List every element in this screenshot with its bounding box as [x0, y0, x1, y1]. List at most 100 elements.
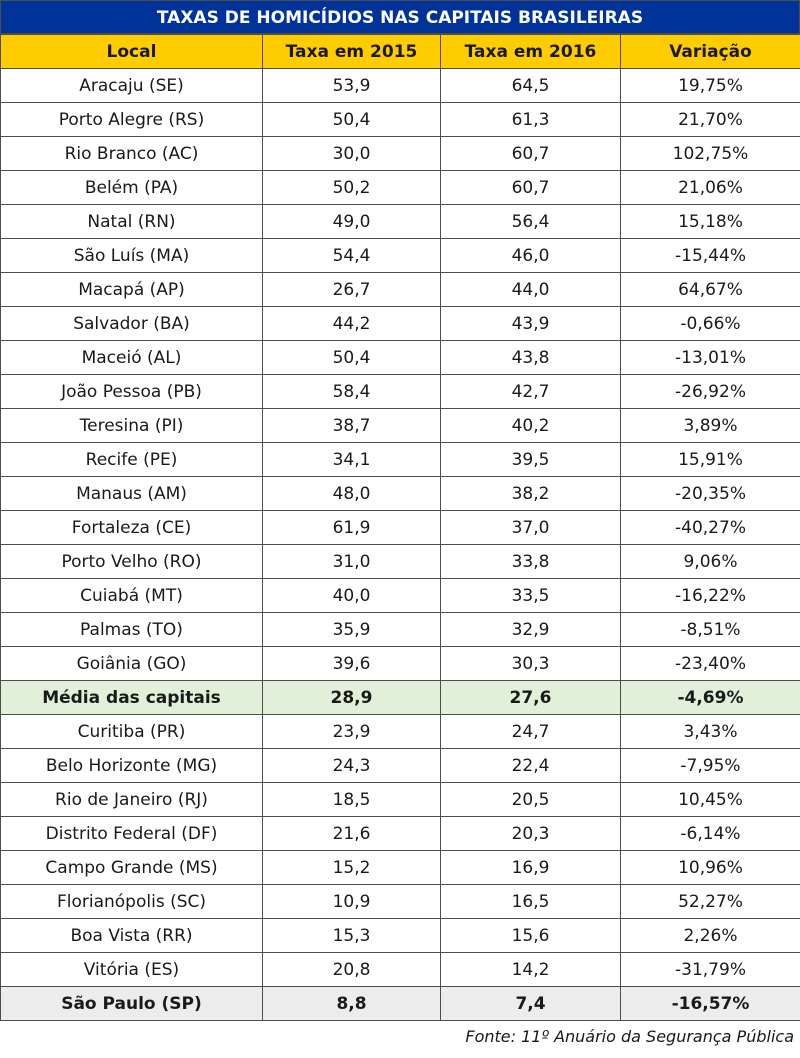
cell-rate-2015: 30,0 [262, 136, 441, 171]
cell-local: Goiânia (GO) [0, 646, 263, 681]
cell-rate-2015: 54,4 [262, 238, 441, 273]
cell-variation: -40,27% [620, 510, 800, 545]
cell-rate-2016: 24,7 [440, 714, 621, 749]
table-row: Média das capitais 28,9 27,6 -4,69% [0, 680, 800, 715]
cell-local: Manaus (AM) [0, 476, 263, 511]
table-row: Rio de Janeiro (RJ) 18,5 20,5 10,45% [0, 782, 800, 817]
cell-variation: 15,91% [620, 442, 800, 477]
source-note: Fonte: 11º Anuário da Segurança Pública [465, 1027, 794, 1046]
cell-variation: -6,14% [620, 816, 800, 851]
table-row: Campo Grande (MS) 15,2 16,9 10,96% [0, 850, 800, 885]
table-row: Fortaleza (CE) 61,9 37,0 -40,27% [0, 510, 800, 545]
cell-rate-2015: 21,6 [262, 816, 441, 851]
cell-local: Maceió (AL) [0, 340, 263, 375]
cell-rate-2015: 15,2 [262, 850, 441, 885]
table-row: João Pessoa (PB) 58,4 42,7 -26,92% [0, 374, 800, 409]
cell-variation: 102,75% [620, 136, 800, 171]
table-row: Distrito Federal (DF) 21,6 20,3 -6,14% [0, 816, 800, 851]
header-rate-2015: Taxa em 2015 [262, 34, 441, 69]
cell-variation: -8,51% [620, 612, 800, 647]
cell-local: São Luís (MA) [0, 238, 263, 273]
table-row: Salvador (BA) 44,2 43,9 -0,66% [0, 306, 800, 341]
cell-local: Média das capitais [0, 680, 263, 715]
cell-variation: -16,22% [620, 578, 800, 613]
header-variation: Variação [620, 34, 800, 69]
cell-variation: -15,44% [620, 238, 800, 273]
cell-variation: -4,69% [620, 680, 800, 715]
cell-rate-2015: 28,9 [262, 680, 441, 715]
cell-local: Rio Branco (AC) [0, 136, 263, 171]
table-row: Cuiabá (MT) 40,0 33,5 -16,22% [0, 578, 800, 613]
cell-rate-2015: 58,4 [262, 374, 441, 409]
table-row: Aracaju (SE) 53,9 64,5 19,75% [0, 68, 800, 103]
cell-rate-2016: 64,5 [440, 68, 621, 103]
cell-rate-2016: 61,3 [440, 102, 621, 137]
table-row: São Luís (MA) 54,4 46,0 -15,44% [0, 238, 800, 273]
table-row: Belo Horizonte (MG) 24,3 22,4 -7,95% [0, 748, 800, 783]
cell-rate-2016: 22,4 [440, 748, 621, 783]
cell-rate-2015: 50,4 [262, 340, 441, 375]
cell-rate-2016: 43,8 [440, 340, 621, 375]
cell-rate-2016: 7,4 [440, 986, 621, 1021]
cell-variation: 9,06% [620, 544, 800, 579]
cell-rate-2016: 56,4 [440, 204, 621, 239]
cell-rate-2016: 15,6 [440, 918, 621, 953]
cell-rate-2015: 10,9 [262, 884, 441, 919]
table-row: São Paulo (SP) 8,8 7,4 -16,57% [0, 986, 800, 1021]
cell-local: Campo Grande (MS) [0, 850, 263, 885]
cell-variation: -31,79% [620, 952, 800, 987]
cell-rate-2015: 34,1 [262, 442, 441, 477]
cell-rate-2015: 38,7 [262, 408, 441, 443]
cell-variation: 21,70% [620, 102, 800, 137]
cell-local: Cuiabá (MT) [0, 578, 263, 613]
cell-rate-2016: 27,6 [440, 680, 621, 715]
cell-rate-2015: 44,2 [262, 306, 441, 341]
cell-local: Belo Horizonte (MG) [0, 748, 263, 783]
cell-local: Curitiba (PR) [0, 714, 263, 749]
cell-variation: -7,95% [620, 748, 800, 783]
cell-local: Boa Vista (RR) [0, 918, 263, 953]
table-row: Maceió (AL) 50,4 43,8 -13,01% [0, 340, 800, 375]
table-row: Belém (PA) 50,2 60,7 21,06% [0, 170, 800, 205]
cell-rate-2016: 46,0 [440, 238, 621, 273]
cell-rate-2015: 48,0 [262, 476, 441, 511]
table-row: Macapá (AP) 26,7 44,0 64,67% [0, 272, 800, 307]
table-row: Teresina (PI) 38,7 40,2 3,89% [0, 408, 800, 443]
cell-rate-2015: 49,0 [262, 204, 441, 239]
cell-rate-2015: 61,9 [262, 510, 441, 545]
cell-local: Fortaleza (CE) [0, 510, 263, 545]
cell-local: Recife (PE) [0, 442, 263, 477]
table-row: Rio Branco (AC) 30,0 60,7 102,75% [0, 136, 800, 171]
table-body: Aracaju (SE) 53,9 64,5 19,75% Porto Alegre (… [0, 68, 800, 1021]
cell-variation: -26,92% [620, 374, 800, 409]
cell-variation: 2,26% [620, 918, 800, 953]
cell-rate-2016: 44,0 [440, 272, 621, 307]
cell-variation: 52,27% [620, 884, 800, 919]
cell-local: Distrito Federal (DF) [0, 816, 263, 851]
cell-rate-2015: 23,9 [262, 714, 441, 749]
table-row: Porto Alegre (RS) 50,4 61,3 21,70% [0, 102, 800, 137]
cell-local: Vitória (ES) [0, 952, 263, 987]
cell-rate-2016: 14,2 [440, 952, 621, 987]
table-row: Manaus (AM) 48,0 38,2 -20,35% [0, 476, 800, 511]
cell-local: Aracaju (SE) [0, 68, 263, 103]
cell-rate-2016: 20,3 [440, 816, 621, 851]
cell-rate-2015: 35,9 [262, 612, 441, 647]
cell-local: Porto Alegre (RS) [0, 102, 263, 137]
table-row: Porto Velho (RO) 31,0 33,8 9,06% [0, 544, 800, 579]
cell-rate-2015: 8,8 [262, 986, 441, 1021]
cell-local: Belém (PA) [0, 170, 263, 205]
cell-rate-2015: 50,4 [262, 102, 441, 137]
cell-variation: 3,89% [620, 408, 800, 443]
cell-rate-2016: 40,2 [440, 408, 621, 443]
cell-rate-2015: 26,7 [262, 272, 441, 307]
cell-rate-2015: 40,0 [262, 578, 441, 613]
cell-local: Florianópolis (SC) [0, 884, 263, 919]
table-row: Boa Vista (RR) 15,3 15,6 2,26% [0, 918, 800, 953]
cell-rate-2015: 50,2 [262, 170, 441, 205]
cell-variation: 10,96% [620, 850, 800, 885]
cell-variation: -23,40% [620, 646, 800, 681]
cell-rate-2016: 33,5 [440, 578, 621, 613]
cell-variation: 64,67% [620, 272, 800, 307]
